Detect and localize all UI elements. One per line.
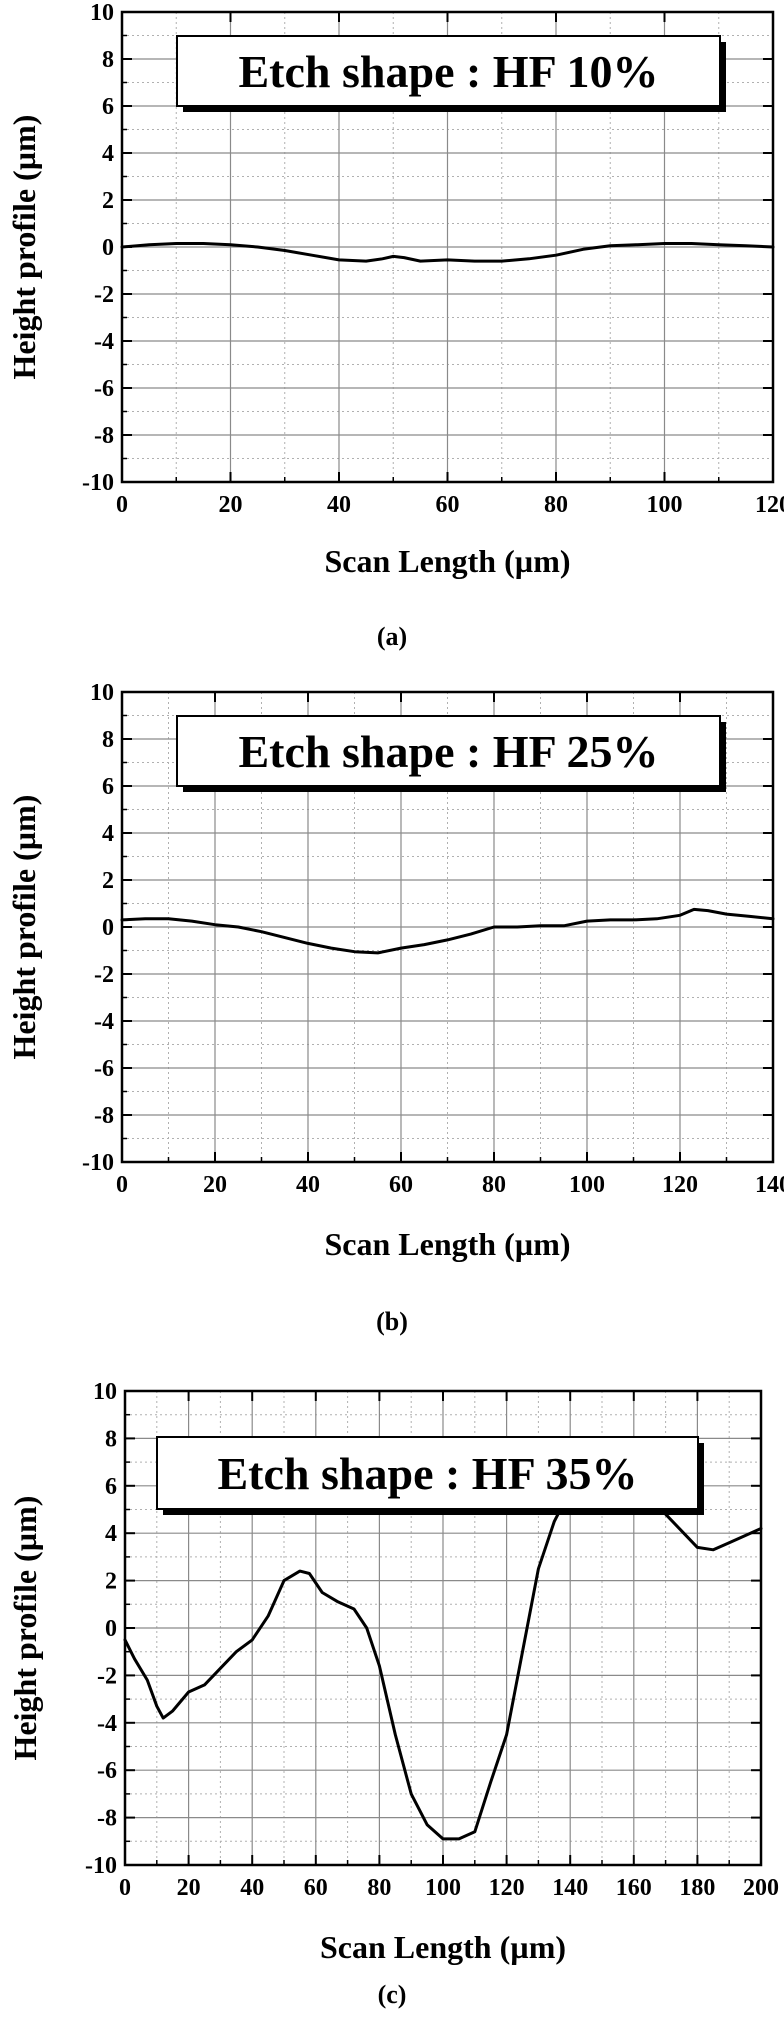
x-axis-label: Scan Length (µm) [325, 543, 571, 579]
x-tick-label: 140 [552, 1875, 588, 1901]
x-tick-label: 100 [569, 1172, 605, 1198]
y-tick-label: -2 [94, 282, 114, 308]
chart-b: 0 20 40 60 80 100 120 140 -10 -8 -6 -4 -2 0 2 4 6 8 10 Etch… [6, 680, 784, 1336]
y-tick-label: -8 [94, 423, 114, 449]
x-tick-label: 100 [425, 1875, 461, 1901]
y-tick-label: 8 [105, 1426, 117, 1452]
axis-ticks [121, 11, 774, 483]
y-tick-label: -2 [97, 1663, 117, 1689]
y-tick-label: 0 [102, 235, 114, 261]
y-tick-label: 2 [102, 868, 114, 894]
y-tick-label: -2 [94, 962, 114, 988]
x-tick-label: 160 [616, 1875, 652, 1901]
chart-c: 0 20 40 60 80 100 120 140 160 180 200 -10 -8 -6 -4 -2 0 2… [7, 1379, 779, 2009]
panel-label: (c) [378, 1980, 407, 2009]
y-tick-label: 2 [102, 188, 114, 214]
title-box [176, 35, 721, 107]
x-tick-label: 0 [119, 1875, 131, 1901]
x-tick-label: 20 [219, 492, 243, 518]
y-tick-label: 2 [105, 1569, 117, 1595]
x-tick-label: 40 [327, 492, 351, 518]
x-tick-label: 60 [389, 1172, 413, 1198]
x-tick-label: 80 [367, 1875, 391, 1901]
y-tick-label: -10 [82, 1150, 114, 1176]
x-tick-label: 100 [647, 492, 683, 518]
y-tick-label: 6 [105, 1474, 117, 1500]
x-tick-label: 60 [304, 1875, 328, 1901]
y-tick-label: -6 [94, 1056, 114, 1082]
chart-panel-a: 0 20 40 60 80 100 120 -10 -8 -6 -4 -2 0 2 4 6 8 10 Etch sh… [0, 0, 784, 680]
x-tick-label: 40 [296, 1172, 320, 1198]
series-line [120, 242, 775, 263]
axis-ticks [121, 691, 774, 1163]
axis-ticks [124, 1390, 762, 1866]
y-tick-label: 8 [102, 47, 114, 73]
chart-a: 0 20 40 60 80 100 120 -10 -8 -6 -4 -2 0 2 4 6 8 10 Etch sh… [6, 0, 784, 651]
x-tick-label: 60 [436, 492, 460, 518]
x-tick-label: 120 [755, 492, 784, 518]
y-tick-label: -10 [82, 470, 114, 496]
chart-panel-b: 0 20 40 60 80 100 120 140 -10 -8 -6 -4 -2 0 2 4 6 8 10 Etch… [0, 680, 784, 1360]
x-tick-label: 40 [240, 1875, 264, 1901]
x-tick-label: 180 [679, 1875, 715, 1901]
x-axis-label: Scan Length (µm) [325, 1226, 571, 1262]
y-tick-label: 4 [102, 821, 114, 847]
x-tick-label: 120 [662, 1172, 698, 1198]
chart-panel-c: 0 20 40 60 80 100 120 140 160 180 200 -10 -8 -6 -4 -2 0 2… [0, 1360, 784, 2017]
y-tick-label: -10 [85, 1853, 117, 1879]
series-line [120, 907, 775, 955]
y-tick-label: 10 [93, 1379, 117, 1405]
y-tick-label: 6 [102, 774, 114, 800]
y-tick-label: 8 [102, 727, 114, 753]
x-tick-label: 20 [203, 1172, 227, 1198]
chart-title: Etch shape : HF 25% [239, 726, 659, 777]
y-tick-label: -6 [97, 1758, 117, 1784]
tick-labels: 0 20 40 60 80 100 120 140 -10 -8 -6 -4 -2 0 2 4 6 8 10 [82, 680, 784, 1198]
y-tick-label: -4 [94, 329, 114, 355]
y-tick-label: 4 [105, 1521, 117, 1547]
y-tick-label: 4 [102, 141, 114, 167]
y-tick-label: -4 [97, 1711, 117, 1737]
y-tick-label: 10 [90, 0, 114, 26]
panel-label: (b) [376, 1307, 408, 1336]
chart-title: Etch shape : HF 35% [218, 1448, 638, 1499]
y-tick-label: 10 [90, 680, 114, 706]
y-tick-label: 0 [105, 1616, 117, 1642]
y-axis-label: Height profile (µm) [6, 795, 42, 1060]
y-tick-label: -8 [94, 1103, 114, 1129]
y-axis-label: Height profile (µm) [7, 1496, 43, 1761]
y-tick-label: -6 [94, 376, 114, 402]
x-tick-label: 80 [544, 492, 568, 518]
tick-labels: 0 20 40 60 80 100 120 140 160 180 200 -10 -8 -6 -4 -2 0 2… [85, 1379, 779, 1901]
panel-label: (a) [377, 622, 407, 651]
x-axis-label: Scan Length (µm) [320, 1929, 566, 1965]
y-tick-label: -4 [94, 1009, 114, 1035]
x-tick-label: 140 [755, 1172, 784, 1198]
y-tick-label: 0 [102, 915, 114, 941]
y-tick-label: -8 [97, 1806, 117, 1832]
x-tick-label: 0 [116, 492, 128, 518]
y-axis-label: Height profile (µm) [6, 115, 42, 380]
x-tick-label: 80 [482, 1172, 506, 1198]
title-box [176, 715, 721, 787]
chart-title: Etch shape : HF 10% [239, 46, 659, 97]
x-tick-label: 0 [116, 1172, 128, 1198]
x-tick-label: 200 [743, 1875, 779, 1901]
tick-labels: 0 20 40 60 80 100 120 -10 -8 -6 -4 -2 0 2 4 6 8 10 [82, 0, 784, 518]
y-tick-label: 6 [102, 94, 114, 120]
title-box [156, 1436, 699, 1510]
x-tick-label: 120 [489, 1875, 525, 1901]
x-tick-label: 20 [177, 1875, 201, 1901]
